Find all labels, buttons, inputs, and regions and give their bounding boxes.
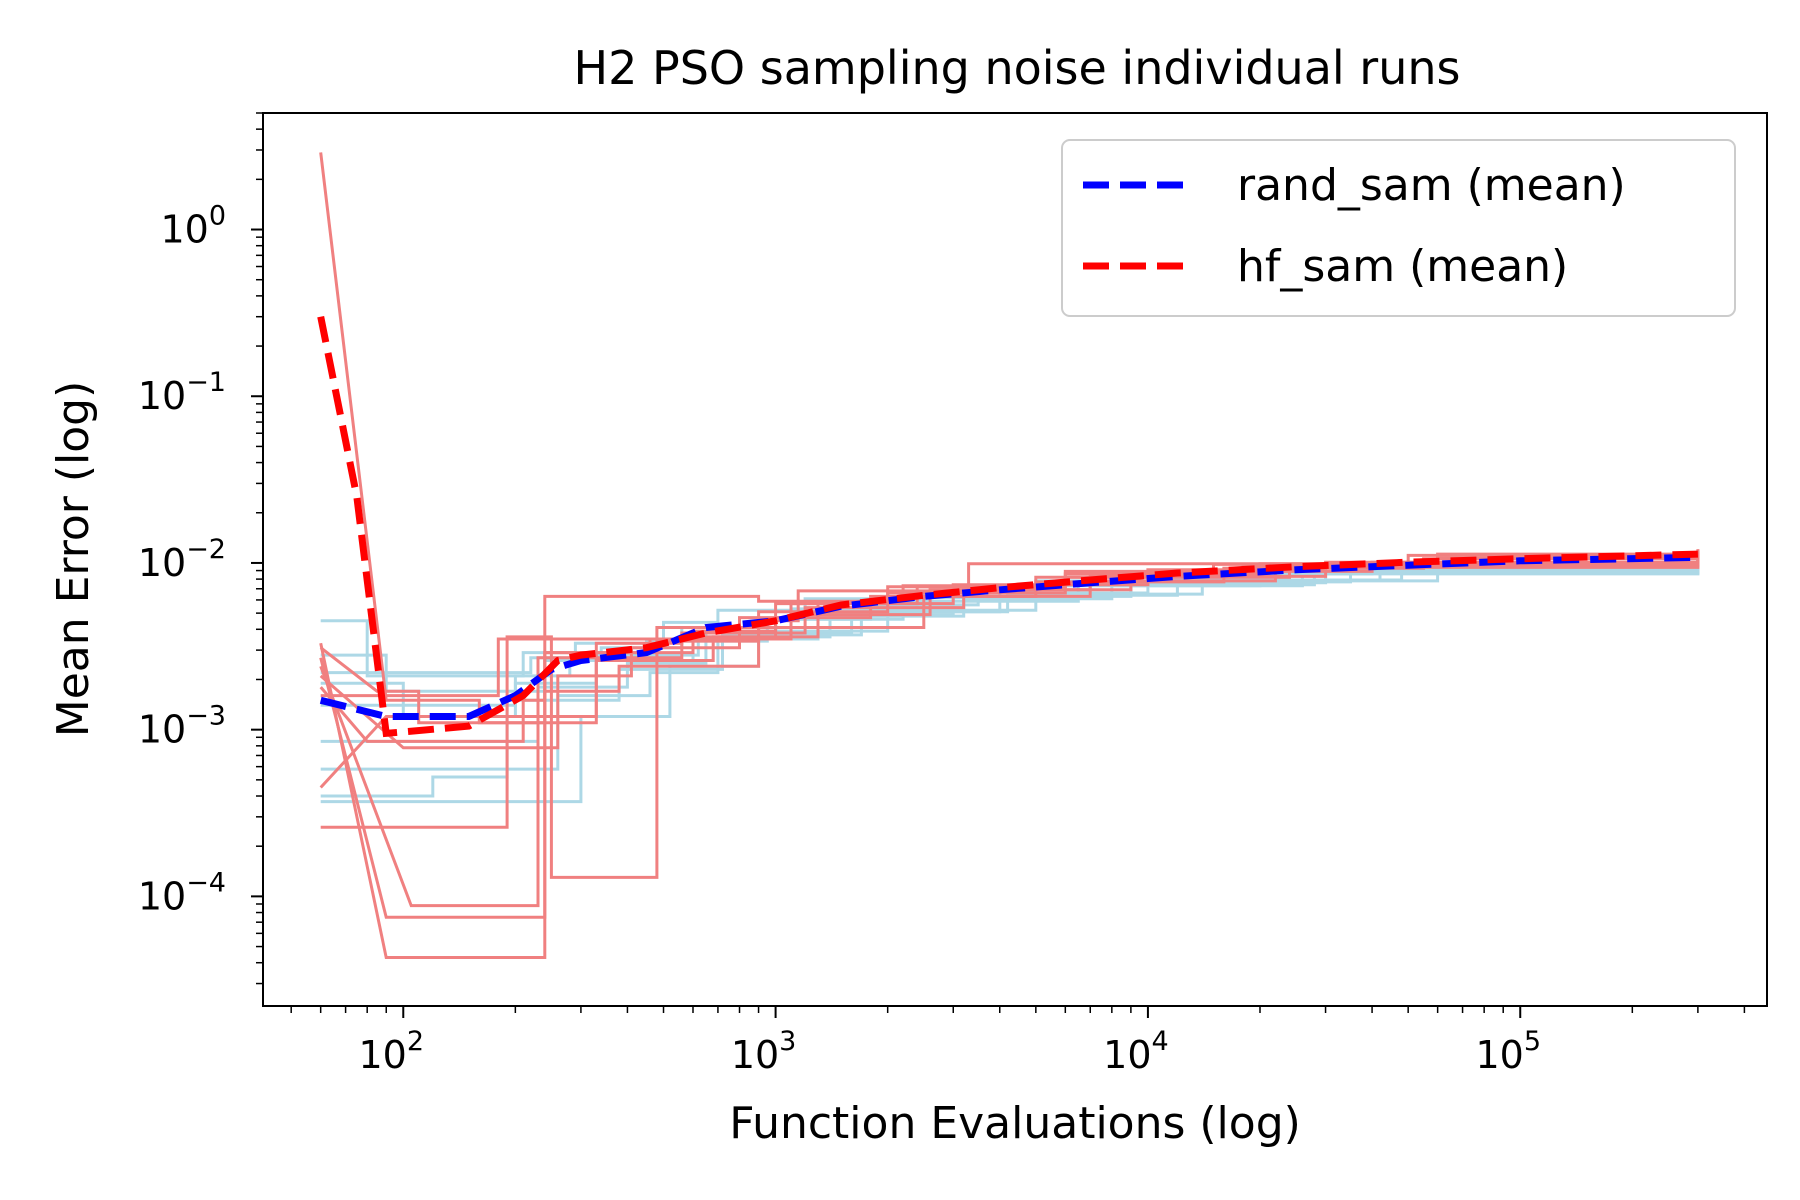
y-tick-label: 10−4 (138, 867, 226, 918)
legend-box (1061, 139, 1736, 317)
hf-run-line-7 (319, 553, 1700, 743)
x-axis: 102 103 104 105 (290, 1006, 1746, 1077)
x-tick-label: 103 (731, 1026, 797, 1077)
hf-run-lines (319, 152, 1700, 959)
plot-frame (262, 112, 1768, 1007)
hf-mean-line (317, 316, 1698, 738)
x-tick-label: 102 (358, 1026, 424, 1077)
y-tick-label: 100 (160, 201, 226, 252)
hf-run-line-4 (319, 552, 1700, 908)
hf-run-line-2 (319, 551, 1700, 959)
y-axis-label: Mean Error (log) (48, 381, 99, 738)
x-axis-label: Function Evaluations (log) (729, 1098, 1301, 1149)
y-axis: 100 10−1 10−2 10−3 10−4 (138, 112, 263, 985)
y-tick-label: 10−2 (138, 534, 226, 585)
legend: rand_sam (mean) hf_sam (mean) (1061, 139, 1736, 317)
y-tick-label: 10−3 (138, 701, 226, 752)
legend-label-hf-mean: hf_sam (mean) (1237, 241, 1568, 292)
y-tick-label: 10−1 (138, 367, 226, 418)
hf-run-line-10 (319, 554, 1700, 750)
chart-title: H2 PSO sampling noise individual runs (574, 41, 1461, 95)
legend-label-rand-mean: rand_sam (mean) (1237, 160, 1626, 211)
rand-run-line-4 (320, 558, 1700, 675)
x-tick-label: 105 (1475, 1026, 1541, 1077)
mean-lines (317, 316, 1698, 738)
x-tick-label: 104 (1103, 1026, 1169, 1077)
hf-run-line-3 (319, 554, 1700, 919)
